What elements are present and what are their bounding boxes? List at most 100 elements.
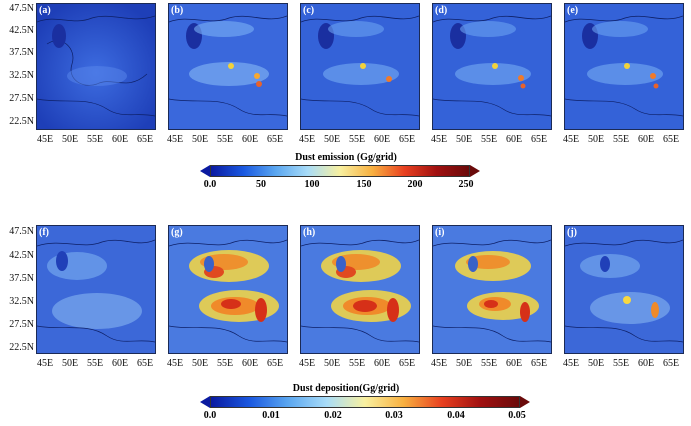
panel-label: (e) (567, 5, 579, 16)
lat-label: 42.5N (9, 25, 34, 36)
map-panel-a: (a) (36, 3, 156, 130)
deposition-colorbar (210, 396, 520, 408)
lon-label: 65E (136, 134, 154, 145)
colorbar-tick: 0.03 (385, 410, 403, 421)
lon-label: 45E (298, 358, 316, 369)
colorbar-tick: 200 (407, 179, 423, 190)
lon-label: 50E (323, 358, 341, 369)
lon-label: 60E (505, 134, 523, 145)
lon-label: 50E (191, 134, 209, 145)
panel-label: (c) (303, 5, 315, 16)
map-d-svg (433, 4, 551, 129)
lon-label: 50E (587, 358, 605, 369)
lon-label: 65E (136, 358, 154, 369)
colorbar-low-arrow (200, 165, 210, 177)
lon-label: 65E (266, 134, 284, 145)
panel-label: (i) (435, 227, 445, 238)
colorbar-tick: 100 (304, 179, 320, 190)
map-j-svg (565, 226, 683, 353)
map-i-svg (433, 226, 551, 353)
lon-label: 60E (111, 358, 129, 369)
panel-label: (f) (39, 227, 49, 238)
lon-label: 60E (373, 358, 391, 369)
panel-label: (h) (303, 227, 316, 238)
panel-label: (d) (435, 5, 448, 16)
map-panel-f: (f) (36, 225, 156, 354)
map-panel-h: (h) (300, 225, 420, 354)
map-panel-j: (j) (564, 225, 684, 354)
map-a-svg (37, 4, 155, 129)
lon-label: 60E (373, 134, 391, 145)
lon-label: 60E (241, 358, 259, 369)
map-panel-e: (e) (564, 3, 684, 130)
colorbar-tick: 0.0 (203, 179, 217, 190)
lon-label: 65E (398, 134, 416, 145)
panel-label: (a) (39, 5, 51, 16)
lon-label: 55E (612, 358, 630, 369)
lon-label: 65E (530, 134, 548, 145)
lon-label: 65E (266, 358, 284, 369)
colorbar-tick: 0.04 (447, 410, 465, 421)
lon-label: 45E (562, 358, 580, 369)
panel-label: (j) (567, 227, 577, 238)
lat-label: 27.5N (9, 319, 34, 330)
lon-label: 50E (61, 134, 79, 145)
emission-colorbar (210, 165, 470, 177)
panel-label: (b) (171, 5, 184, 16)
lon-label: 60E (111, 134, 129, 145)
lon-label: 50E (191, 358, 209, 369)
lon-label: 55E (216, 134, 234, 145)
colorbar-tick: 50 (256, 179, 266, 190)
lon-label: 60E (505, 358, 523, 369)
lon-label: 50E (455, 134, 473, 145)
colorbar-tick: 0.01 (262, 410, 280, 421)
emission-row: 47.5N 42.5N 37.5N 32.5N 27.5N 22.5N (a) (0, 0, 691, 200)
lon-label: 45E (166, 134, 184, 145)
map-panel-c: (c) (300, 3, 420, 130)
lon-label: 55E (216, 358, 234, 369)
colorbar-high-arrow (470, 165, 480, 177)
lon-label: 60E (241, 134, 259, 145)
lon-label: 65E (662, 358, 680, 369)
colorbar-tick: 250 (458, 179, 474, 190)
lon-label: 45E (562, 134, 580, 145)
lat-label: 37.5N (9, 273, 34, 284)
map-c-svg (301, 4, 419, 129)
lat-label: 37.5N (9, 47, 34, 58)
map-panel-b: (b) (168, 3, 288, 130)
lon-label: 65E (662, 134, 680, 145)
map-panel-g: (g) (168, 225, 288, 354)
lat-label: 47.5N (9, 3, 34, 14)
lon-label: 50E (587, 134, 605, 145)
map-f-svg (37, 226, 155, 353)
lon-label: 55E (86, 134, 104, 145)
lat-label: 22.5N (9, 342, 34, 353)
lat-label: 32.5N (9, 70, 34, 81)
lon-label: 45E (36, 358, 54, 369)
map-panel-d: (d) (432, 3, 552, 130)
lon-label: 55E (480, 134, 498, 145)
lon-label: 50E (323, 134, 341, 145)
map-g-svg (169, 226, 287, 353)
lon-label: 55E (480, 358, 498, 369)
lon-label: 55E (348, 134, 366, 145)
lon-label: 60E (637, 358, 655, 369)
lat-label: 47.5N (9, 226, 34, 237)
lon-label: 45E (298, 134, 316, 145)
lon-label: 45E (430, 134, 448, 145)
lon-label: 55E (86, 358, 104, 369)
lon-label: 45E (36, 134, 54, 145)
colorbar-tick: 0.02 (324, 410, 342, 421)
colorbar-tick: 150 (356, 179, 372, 190)
lon-label: 55E (348, 358, 366, 369)
lon-label: 65E (530, 358, 548, 369)
emission-colorbar-title: Dust emission (Gg/grid) (295, 152, 397, 163)
map-h-svg (301, 226, 419, 353)
map-panel-i: (i) (432, 225, 552, 354)
panel-label: (g) (171, 227, 183, 238)
lat-label: 32.5N (9, 296, 34, 307)
lon-label: 45E (430, 358, 448, 369)
map-b-svg (169, 4, 287, 129)
lon-label: 55E (612, 134, 630, 145)
colorbar-low-arrow (200, 396, 210, 408)
